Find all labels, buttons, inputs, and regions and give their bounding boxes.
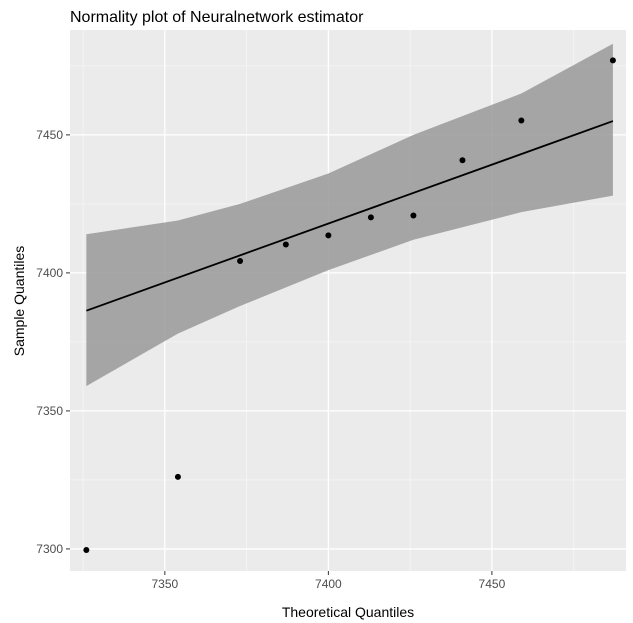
confidence-band — [86, 43, 613, 387]
y-axis-ticks: 7300 7350 7400 7450 — [36, 128, 70, 556]
confidence-band-layer — [86, 43, 613, 387]
x-tick-label: 7450 — [479, 577, 506, 591]
fit-line-layer — [86, 120, 614, 312]
y-axis-title: Sample Quantiles — [11, 246, 27, 357]
data-point — [325, 232, 332, 239]
data-point — [459, 157, 466, 164]
x-axis-ticks: 7350 7400 7450 — [151, 571, 506, 591]
data-point — [237, 258, 244, 265]
data-point — [367, 214, 374, 221]
data-point — [83, 547, 90, 554]
y-tick-label: 7400 — [36, 266, 63, 280]
data-point — [174, 473, 181, 480]
data-point — [282, 241, 289, 248]
fit-line — [86, 120, 614, 312]
chart-title: Normality plot of Neuralnetwork estimato… — [70, 9, 364, 26]
x-tick-label: 7400 — [315, 577, 342, 591]
y-tick-label: 7350 — [36, 404, 63, 418]
points-layer — [83, 57, 616, 554]
x-axis-title: Theoretical Quantiles — [282, 604, 414, 620]
data-point — [410, 212, 417, 219]
y-tick-label: 7450 — [36, 128, 63, 142]
data-point — [609, 57, 616, 64]
x-tick-label: 7350 — [151, 577, 178, 591]
y-tick-label: 7300 — [36, 542, 63, 556]
data-point — [518, 117, 525, 124]
